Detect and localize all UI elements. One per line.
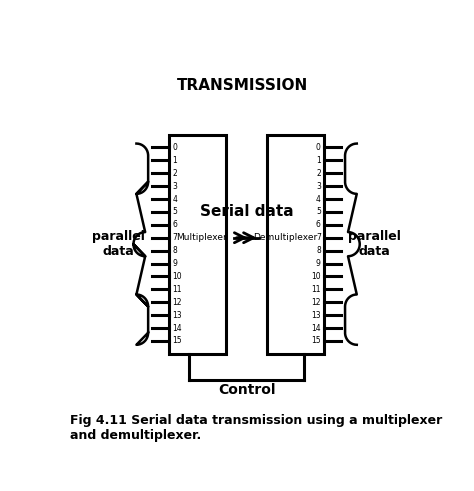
Text: 13: 13 xyxy=(311,311,321,320)
Text: 12: 12 xyxy=(311,298,321,307)
Text: Serial data: Serial data xyxy=(200,204,293,219)
Text: Fig 4.11 Serial data transmission using a multiplexer
and demultiplexer.: Fig 4.11 Serial data transmission using … xyxy=(70,414,443,442)
Text: 8: 8 xyxy=(316,246,321,255)
Text: 7: 7 xyxy=(173,233,177,242)
Text: Control: Control xyxy=(218,383,275,397)
Bar xyxy=(169,135,227,354)
Text: 6: 6 xyxy=(316,220,321,229)
Text: 14: 14 xyxy=(173,324,182,332)
Text: 13: 13 xyxy=(173,311,182,320)
Text: 2: 2 xyxy=(173,169,177,178)
Text: 15: 15 xyxy=(173,336,182,345)
Text: parallel
data: parallel data xyxy=(92,230,145,258)
Text: 14: 14 xyxy=(311,324,321,332)
Text: 8: 8 xyxy=(173,246,177,255)
Text: 5: 5 xyxy=(316,207,321,217)
Text: 10: 10 xyxy=(173,272,182,281)
Text: 9: 9 xyxy=(173,259,177,268)
Text: parallel
data: parallel data xyxy=(348,230,401,258)
Text: 0: 0 xyxy=(173,143,177,152)
Text: 2: 2 xyxy=(316,169,321,178)
Text: 4: 4 xyxy=(173,194,177,204)
Text: 15: 15 xyxy=(311,336,321,345)
Text: 1: 1 xyxy=(316,156,321,165)
Text: 9: 9 xyxy=(316,259,321,268)
Text: 3: 3 xyxy=(173,182,177,191)
Text: 7: 7 xyxy=(316,233,321,242)
Text: 1: 1 xyxy=(173,156,177,165)
Text: 0: 0 xyxy=(316,143,321,152)
Text: TRANSMISSION: TRANSMISSION xyxy=(177,78,309,93)
Text: 5: 5 xyxy=(173,207,177,217)
Text: 3: 3 xyxy=(316,182,321,191)
Text: 4: 4 xyxy=(316,194,321,204)
Text: 10: 10 xyxy=(311,272,321,281)
Text: Multiplexer: Multiplexer xyxy=(176,233,227,242)
Text: Demultiplexer: Demultiplexer xyxy=(253,233,317,242)
Text: 11: 11 xyxy=(173,285,182,294)
Text: 6: 6 xyxy=(173,220,177,229)
Text: 11: 11 xyxy=(311,285,321,294)
Text: 12: 12 xyxy=(173,298,182,307)
Bar xyxy=(267,135,324,354)
